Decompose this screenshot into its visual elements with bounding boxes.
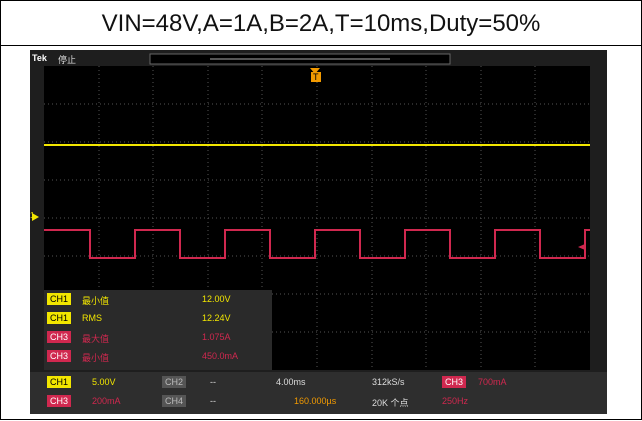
delay: 160.000µs: [294, 396, 337, 406]
meas-name: 最小值: [82, 296, 110, 306]
ch3-label: CH3: [47, 395, 72, 407]
status-bar: [30, 372, 607, 414]
timebase: 4.00ms: [276, 377, 306, 387]
measurement-panel: [44, 290, 272, 370]
trig-level: 700mA: [478, 377, 507, 387]
meas-channel: CH1: [47, 312, 72, 324]
ch3-scale: 200mA: [92, 396, 121, 406]
meas-name: RMS: [82, 313, 102, 323]
freq: 250Hz: [442, 396, 469, 406]
ch4-label: CH4: [162, 395, 187, 407]
ch1-label: CH1: [47, 376, 72, 388]
meas-value: 450.0mA: [202, 351, 239, 361]
sample-rate: 312kS/s: [372, 377, 405, 387]
ch2-label: CH2: [162, 376, 187, 388]
meas-name: 最小值: [82, 353, 110, 363]
brand: Tek: [32, 53, 47, 63]
meas-name: 最大值: [82, 334, 110, 344]
meas-channel: CH3: [47, 350, 72, 362]
trig-source: CH3: [442, 376, 467, 388]
ch4-scale: --: [210, 396, 216, 406]
meas-value: 12.24V: [202, 313, 231, 323]
ch2-scale: --: [210, 377, 216, 387]
points: 20K 个点: [372, 398, 409, 408]
scope-screen: Tek 停止 T 1 CH1 最小值 12.00V CH1 RMS 12.24V CH3 最大…: [30, 50, 607, 414]
ch1-scale: 5.00V: [92, 377, 116, 387]
title: VIN=48V,A=1A,B=2A,T=10ms,Duty=50%: [0, 0, 642, 46]
meas-value: 12.00V: [202, 294, 231, 304]
meas-value: 1.075A: [202, 332, 231, 342]
meas-channel: CH1: [47, 293, 72, 305]
meas-channel: CH3: [47, 331, 72, 343]
trigger-marker: T: [311, 72, 321, 82]
ch1-marker: 1: [30, 211, 35, 220]
status: 停止: [58, 55, 77, 65]
